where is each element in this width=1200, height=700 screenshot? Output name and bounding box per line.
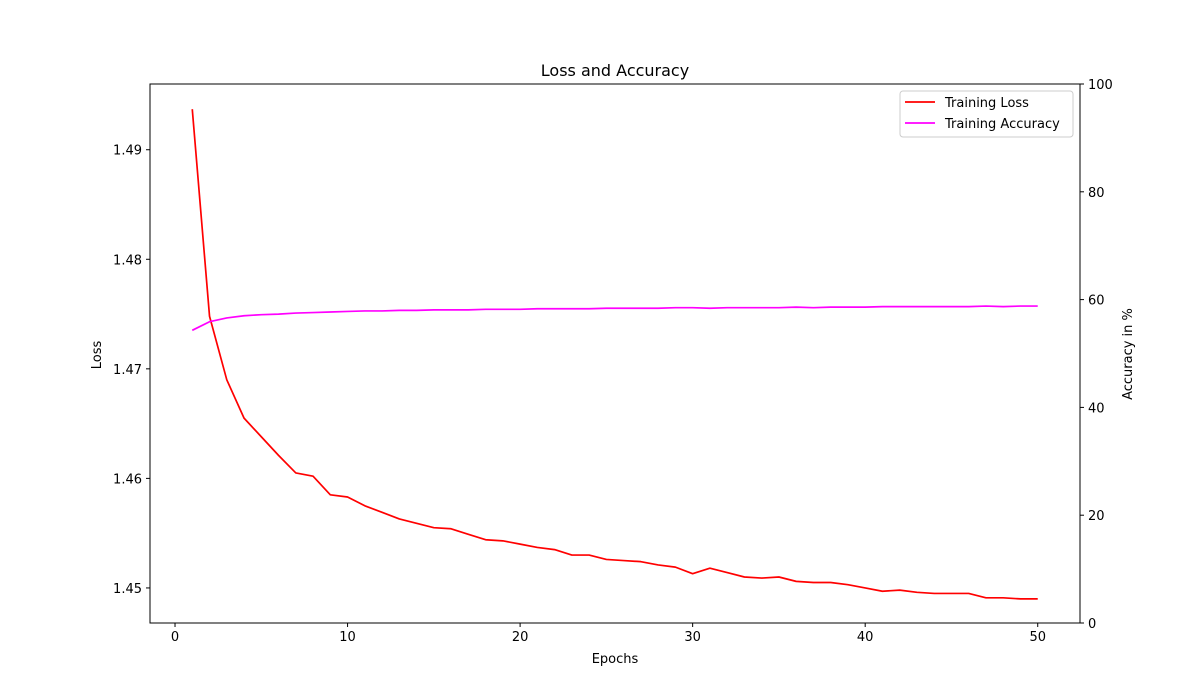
axes: 0 10 20 30 40 50 1.45 1.46 1.47 1.48 1.49 0 20 40 60 80… — [113, 78, 1113, 645]
x-tick-label: 40 — [857, 630, 874, 645]
x-tick-label: 20 — [512, 630, 529, 645]
y2-tick-label: 0 — [1088, 617, 1096, 632]
y-tick-label: 1.49 — [113, 144, 142, 159]
legend-label: Training Loss — [944, 96, 1029, 111]
legend-label: Training Accuracy — [944, 117, 1060, 132]
y2-axis-label: Accuracy in % — [1121, 308, 1136, 400]
series-line-accuracy — [191, 305, 1038, 332]
y-axis-label: Loss — [90, 341, 105, 370]
y-tick-label: 1.48 — [113, 253, 142, 268]
x-tick-label: 30 — [684, 630, 701, 645]
y2-tick-label: 80 — [1088, 186, 1105, 201]
plot-area — [191, 109, 1038, 600]
y2-tick-label: 20 — [1088, 509, 1105, 524]
x-tick-label: 0 — [171, 630, 179, 645]
x-tick-label: 10 — [339, 630, 356, 645]
plot-frame — [149, 83, 1081, 624]
series-line-loss — [191, 109, 1038, 600]
y2-tick-label: 100 — [1088, 78, 1113, 93]
legend-box — [899, 90, 1074, 138]
y2-tick-label: 60 — [1088, 294, 1105, 309]
chart-title: Loss and Accuracy — [541, 61, 689, 80]
legend: Training Loss Training Accuracy — [899, 90, 1074, 138]
x-tick-label: 50 — [1029, 630, 1046, 645]
y-tick-label: 1.47 — [113, 363, 142, 378]
y2-tick-label: 40 — [1088, 401, 1105, 416]
x-axis-label: Epochs — [592, 652, 639, 667]
y-tick-label: 1.45 — [113, 582, 142, 597]
y-tick-label: 1.46 — [113, 472, 142, 487]
